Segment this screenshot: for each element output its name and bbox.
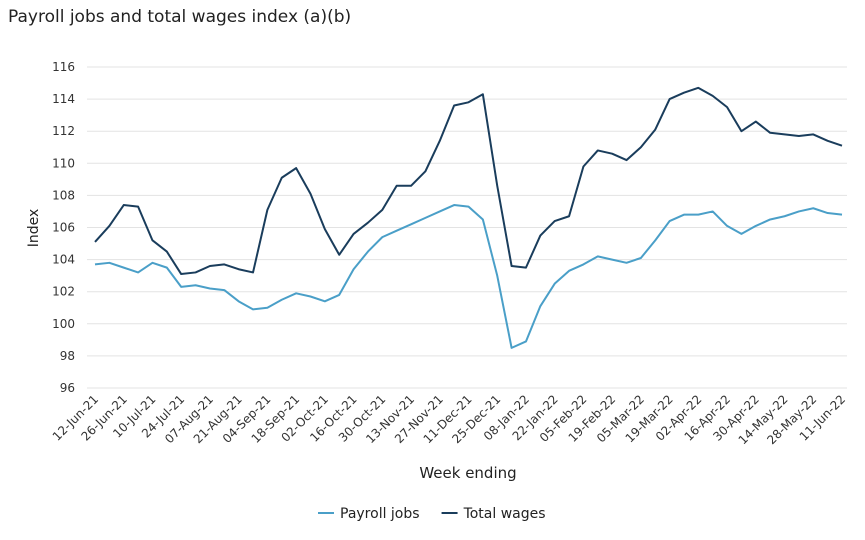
y-tick-label: 106	[52, 221, 75, 235]
y-tick-label: 110	[52, 156, 75, 170]
x-axis-label: Week ending	[419, 464, 516, 482]
y-tick-label: 108	[52, 188, 75, 202]
chart-title: Payroll jobs and total wages index (a)(b…	[8, 7, 351, 27]
series-line	[94, 86, 843, 276]
y-tick-label: 100	[52, 317, 75, 331]
y-tick-label: 104	[52, 253, 75, 267]
y-tick-label: 96	[60, 381, 75, 395]
legend-item: Total wages	[441, 506, 546, 522]
y-axis-label: Index	[26, 209, 42, 248]
legend-label: Payroll jobs	[340, 506, 420, 522]
y-tick-label: 98	[60, 349, 75, 363]
legend-item: Payroll jobs	[318, 506, 420, 522]
y-tick-label: 112	[52, 124, 75, 138]
series-line	[94, 204, 843, 349]
legend-label: Total wages	[463, 506, 546, 522]
y-tick-label: 102	[52, 285, 75, 299]
y-tick-label: 116	[52, 60, 75, 74]
y-tick-label: 114	[52, 92, 75, 106]
